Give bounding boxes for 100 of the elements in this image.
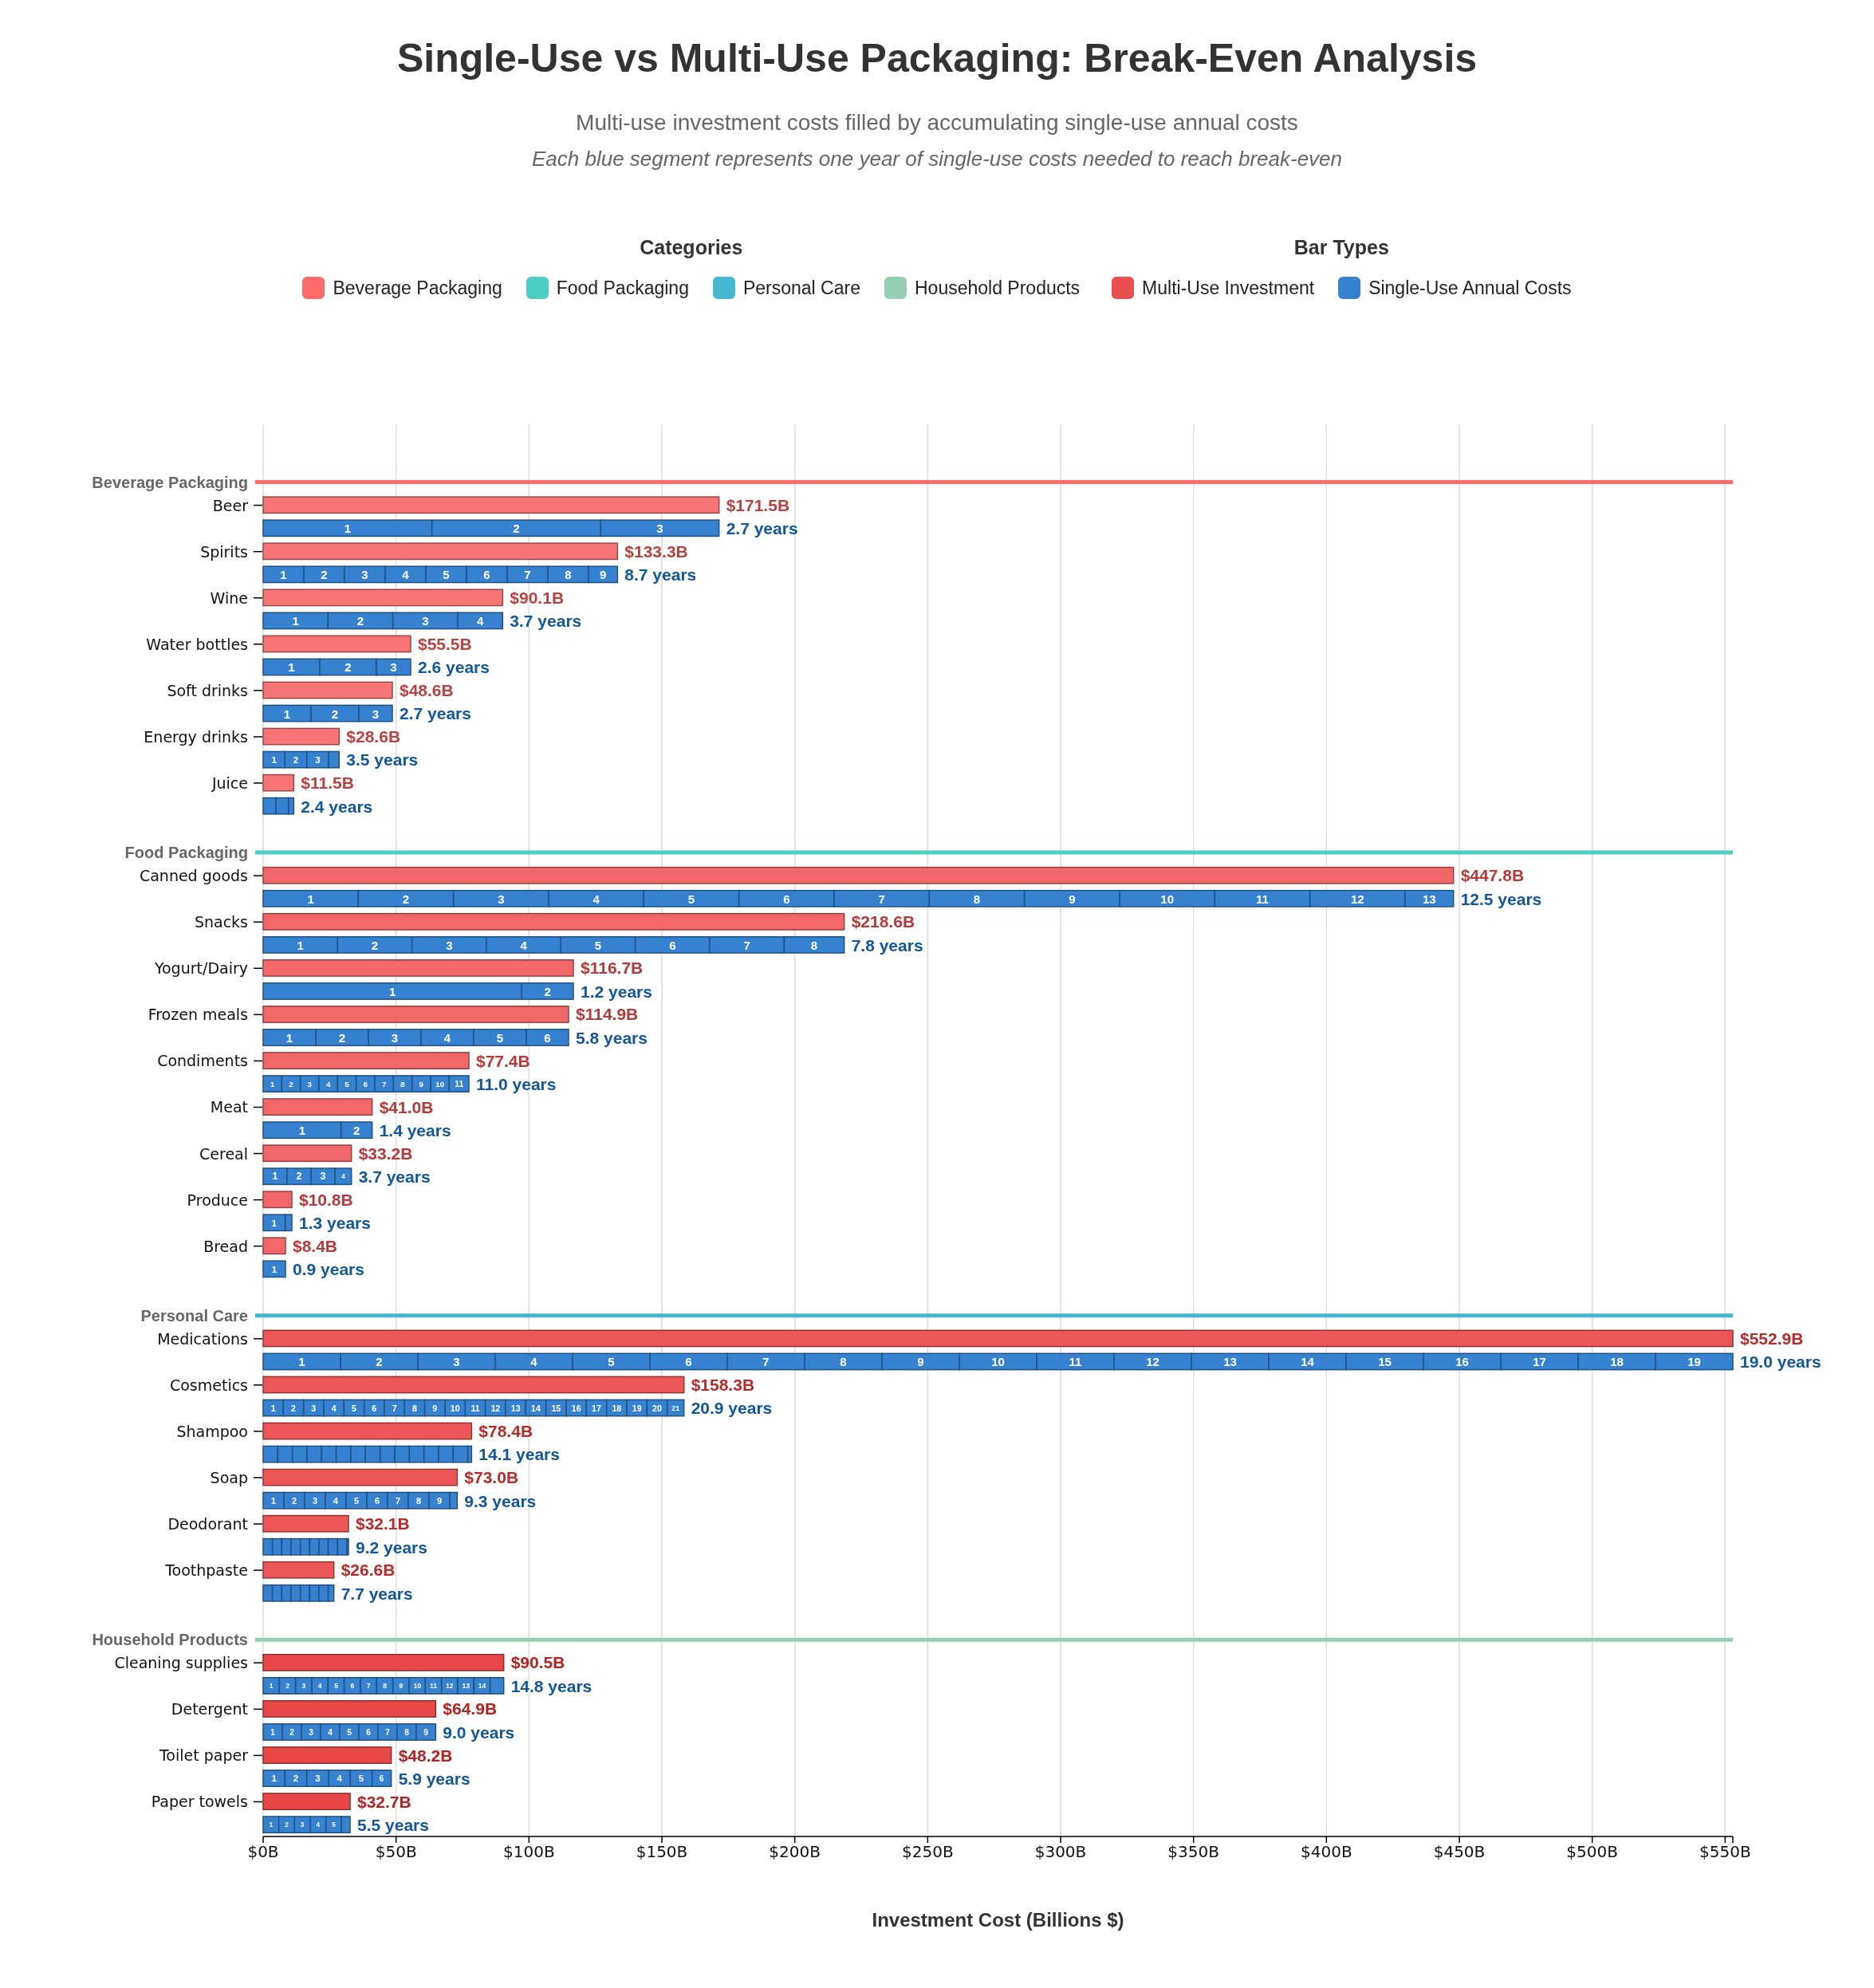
text: 3 — [361, 567, 368, 581]
bar — [262, 1422, 473, 1440]
series-label: 16 — [1455, 1354, 1469, 1368]
text: 2 — [289, 1727, 294, 1737]
text: 8 — [412, 1403, 417, 1413]
text: 9 — [917, 1354, 924, 1368]
text: 6 — [350, 1681, 355, 1690]
y-tick-label: Bread — [203, 1237, 248, 1255]
total-label: $11.5B — [301, 774, 354, 793]
total-label: $90.5B — [510, 1653, 565, 1672]
x-tick-label: $200B — [769, 1842, 821, 1862]
bar — [262, 1514, 349, 1533]
total-label: $32.1B — [356, 1514, 410, 1533]
text: 3 — [309, 1727, 313, 1737]
y-tick-label: Deodorant — [167, 1515, 248, 1533]
text: 2 — [296, 1171, 302, 1183]
y-tick-label: Toothpaste — [164, 1561, 248, 1580]
annotation: 7.8 years — [851, 935, 923, 955]
total-label: $26.6B — [341, 1561, 396, 1580]
y-tick-label: Energy drinks — [144, 727, 248, 746]
y-tick-label: Produce — [187, 1191, 248, 1209]
text: 1 — [280, 567, 287, 581]
annotation: 7.7 years — [341, 1584, 413, 1603]
text: 1 — [272, 1171, 278, 1183]
text: 7 — [762, 1354, 770, 1368]
y-tick-label: Juice — [211, 774, 248, 793]
total-label: $33.2B — [358, 1144, 413, 1163]
annotation: 2.6 years — [418, 658, 490, 677]
bar — [262, 1006, 569, 1023]
y-tick-label: Medications — [157, 1329, 248, 1348]
annotation: 3.7 years — [358, 1167, 431, 1187]
series-label: 14 — [1301, 1354, 1315, 1368]
text: 1 — [269, 1821, 274, 1829]
text: 3 — [300, 1821, 305, 1829]
text: 7 — [385, 1727, 390, 1737]
x-tick-label: $450B — [1433, 1842, 1486, 1862]
x-tick-label: $300B — [1034, 1842, 1087, 1862]
series-label: 12 — [1350, 892, 1364, 906]
annotation: 2.7 years — [400, 704, 471, 723]
text: 8 — [415, 1495, 422, 1506]
text: 1 — [388, 984, 396, 998]
text: 4 — [520, 938, 527, 952]
total-label: $218.6B — [851, 912, 915, 931]
y-tick-label: Food Packaging — [124, 844, 248, 862]
annotation: 9.3 years — [464, 1491, 537, 1510]
series-label: 18 — [1610, 1354, 1624, 1368]
text: 8 — [404, 1727, 409, 1737]
text: 4 — [443, 1030, 451, 1045]
text: 11 — [1069, 1354, 1082, 1368]
text: 11 — [455, 1079, 464, 1088]
bar — [262, 1098, 373, 1116]
annotation: 5.9 years — [398, 1769, 470, 1788]
text: 1 — [271, 1773, 277, 1784]
text: 18 — [612, 1403, 622, 1413]
text: 5 — [358, 1773, 364, 1784]
text: Each blue segment represents one year of single-use costs needed to reach break-even — [530, 146, 1344, 171]
text: 7 — [366, 1681, 371, 1690]
series-label: 15 — [1378, 1354, 1392, 1368]
series-label: 11 — [1256, 892, 1269, 906]
text: 3 — [453, 1354, 460, 1368]
text: 2 — [293, 754, 299, 765]
text: 2 — [285, 1821, 289, 1829]
text: 2 — [513, 521, 520, 535]
y-tick-label: Condiments — [157, 1052, 248, 1070]
text: 2 — [291, 1495, 297, 1506]
y-tick-label: Beer — [212, 496, 249, 514]
text: 4 — [328, 1727, 333, 1737]
total-label: $78.4B — [478, 1422, 533, 1441]
text: 14 — [531, 1403, 541, 1413]
text: 3 — [307, 1079, 313, 1088]
annotation: 1.2 years — [581, 982, 652, 1001]
text: 9 — [419, 1079, 424, 1088]
text: 1 — [283, 707, 291, 721]
total-label: $171.5B — [726, 495, 790, 514]
series-label: 13 — [1422, 892, 1436, 906]
annotation: 2.4 years — [301, 797, 373, 816]
text: 4 — [316, 1821, 321, 1829]
text: 14 — [478, 1681, 486, 1690]
text: 13 — [1223, 1354, 1237, 1368]
total-label: $77.4B — [476, 1051, 530, 1070]
x-tick-label: $250B — [902, 1842, 954, 1862]
text: 1 — [271, 1263, 278, 1274]
text: 5 — [594, 938, 602, 952]
text: Food Packaging — [556, 278, 689, 298]
text: 5 — [334, 1681, 338, 1690]
text: 17 — [592, 1403, 601, 1413]
series-label: 20 — [652, 1403, 662, 1413]
x-tick-label: $150B — [636, 1842, 688, 1862]
total-label: $447.8B — [1460, 866, 1525, 885]
annotation: 11.0 years — [476, 1074, 557, 1093]
bar — [262, 866, 1455, 884]
text: 10 — [413, 1681, 421, 1690]
total-label: $73.0B — [464, 1468, 519, 1487]
text: 2 — [371, 938, 379, 952]
text: 12 — [490, 1403, 501, 1413]
series-label: 6 — [783, 892, 790, 906]
y-tick-label: Cosmetics — [169, 1376, 248, 1394]
text: 5 — [443, 567, 450, 581]
text: 8 — [565, 567, 572, 581]
text: 4 — [337, 1773, 342, 1784]
